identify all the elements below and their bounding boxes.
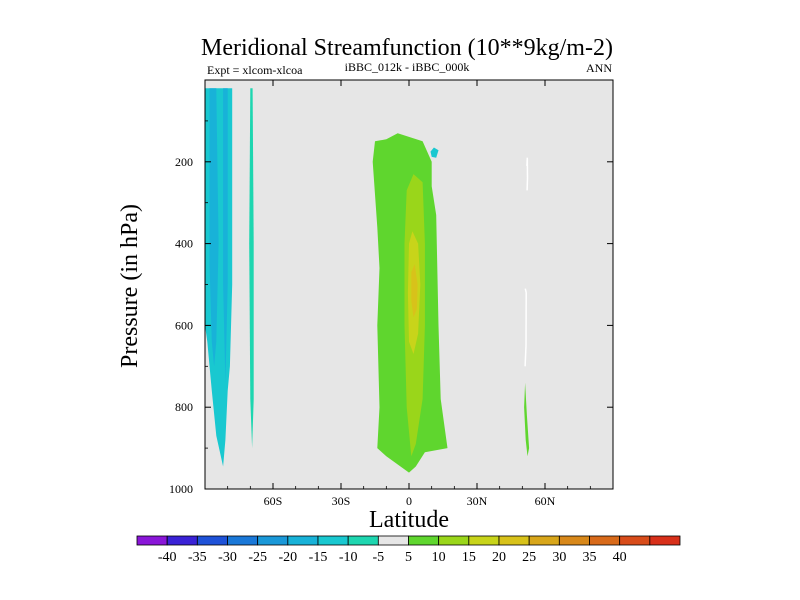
y-axis-label: Pressure (in hPa) — [117, 204, 143, 368]
colorbar-label: 30 — [552, 550, 566, 565]
x-tick-label: 30N — [467, 494, 488, 508]
x-tick-label: 60N — [535, 494, 556, 508]
contour-line-1 — [526, 157, 529, 191]
y-axis-ticks: 200 400 600 800 1000 — [169, 120, 613, 496]
case-label: iBBC_012k - iBBC_000k — [345, 60, 470, 74]
colorbar-swatch — [438, 535, 470, 546]
colorbar-swatch — [619, 535, 651, 546]
colorbar-swatch — [136, 535, 168, 546]
colorbar-swatch — [408, 535, 440, 546]
colorbar-label: -5 — [372, 550, 384, 565]
contour-region-tropics-pos-20 — [411, 264, 418, 318]
colorbar-label: 35 — [583, 550, 597, 565]
colorbar-swatch — [498, 535, 530, 546]
colorbar-label: 5 — [405, 550, 412, 565]
colorbar-swatch — [649, 535, 681, 546]
contour-region-sh-neg-15 — [209, 88, 219, 367]
experiment-label: Expt = xlcom-xlcoa — [207, 63, 303, 77]
contour-regions — [205, 88, 530, 473]
y-tick-label: 800 — [175, 400, 193, 414]
colorbar-label: 25 — [522, 550, 536, 565]
season-label: ANN — [586, 61, 612, 75]
colorbar-swatch — [377, 535, 409, 546]
x-tick-label: 30S — [332, 494, 351, 508]
colorbar-swatch — [227, 535, 259, 546]
contour-region-sh-neg-5-strip — [249, 88, 254, 449]
chart-title: Meridional Streamfunction (10**9kg/m-2) — [201, 35, 613, 61]
colorbar-swatch — [589, 535, 621, 546]
colorbar-label: -10 — [339, 550, 358, 565]
colorbar-swatch — [257, 535, 289, 546]
contour-line-2 — [524, 288, 527, 367]
colorbar-swatch — [317, 535, 349, 546]
colorbar-label: -35 — [188, 550, 207, 565]
colorbar-label: 20 — [492, 550, 506, 565]
colorbar-swatch — [528, 535, 560, 546]
y-tick-label: 1000 — [169, 482, 193, 496]
x-tick-label: 0 — [406, 494, 412, 508]
colorbar-swatch — [287, 535, 319, 546]
colorbar-label: 40 — [613, 550, 627, 565]
contour-region-cyan-blob — [430, 147, 439, 158]
y-tick-label: 600 — [175, 318, 193, 332]
colorbar-label: 15 — [462, 550, 476, 565]
colorbar-label: 10 — [432, 550, 446, 565]
colorbar: -40 -35 -30 -25 -20 -15 -10 -5 5 10 15 20 25 30 35 40 — [136, 535, 681, 565]
x-tick-label: 60S — [264, 494, 283, 508]
colorbar-swatch — [196, 535, 228, 546]
colorbar-swatch — [347, 535, 379, 546]
colorbar-swatch — [558, 535, 590, 546]
y-tick-label: 200 — [175, 155, 193, 169]
plot-area — [204, 79, 614, 490]
colorbar-label: -25 — [248, 550, 267, 565]
contour-lines — [524, 157, 529, 367]
colorbar-label: -40 — [158, 550, 177, 565]
colorbar-swatch — [166, 535, 198, 546]
contour-region-high-pos-5 — [524, 382, 530, 457]
y-tick-label: 400 — [175, 237, 193, 251]
x-axis-label: Latitude — [369, 507, 449, 533]
colorbar-label: -20 — [278, 550, 297, 565]
colorbar-label: -30 — [218, 550, 237, 565]
contour-region-sh-neg-15-b — [223, 88, 228, 383]
colorbar-label: -15 — [309, 550, 328, 565]
colorbar-swatch — [468, 535, 500, 546]
x-axis-ticks: 60S 30S 0 30N 60N — [227, 80, 591, 508]
